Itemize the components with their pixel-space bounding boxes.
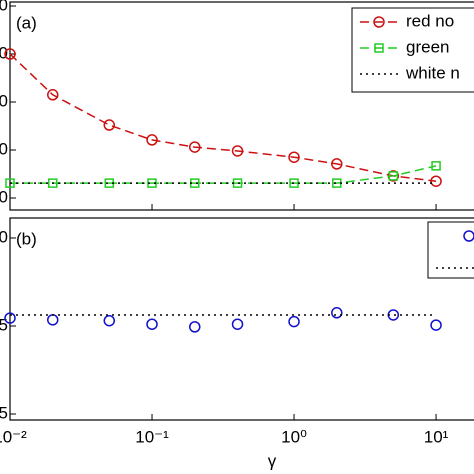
panel-label: (a) [16,13,37,32]
marker [430,175,442,187]
marker [231,318,244,330]
series-line [9,53,437,182]
marker [430,319,442,331]
x-axis-label: γ [268,451,277,470]
x-tick-label: 10¹ [424,427,449,446]
y-tick-label: 0 [0,0,8,14]
y-tick-label: 5 [0,315,8,334]
legend-marker [373,16,385,28]
y-tick-label: 0 [0,227,8,246]
marker [189,321,201,333]
plot-frame [9,1,474,211]
marker [48,178,58,188]
marker [231,145,244,157]
marker [431,161,441,171]
marker [189,141,201,153]
legend-box [351,7,474,93]
x-tick-label: 10⁰ [281,427,307,446]
legend-marker [463,230,474,242]
marker [47,89,59,101]
legend-label: red no [406,11,454,30]
legend-label: green [406,37,449,56]
marker [47,314,59,326]
series-line [10,165,437,184]
x-tick-label: 10⁻¹ [135,427,169,446]
legend-box [427,221,474,279]
legend-marker [374,43,384,53]
marker [103,314,116,327]
y-tick-label: 0 [0,91,8,110]
marker [4,48,16,60]
marker [288,151,300,163]
marker [388,171,399,181]
y-tick-label: 0 [0,43,8,62]
marker [103,119,116,131]
y-tick-label: 0 [0,187,8,206]
x-tick-label: 10⁻² [0,427,27,446]
marker [331,158,343,170]
marker [5,178,15,188]
marker [146,318,158,330]
marker [331,307,343,319]
plot-frame [9,217,474,421]
legend-label: white n [405,63,460,82]
marker [146,134,158,146]
y-tick-label: 5 [0,403,8,422]
marker [288,315,300,328]
y-tick-label: 0 [0,139,8,158]
panel-label: (b) [16,229,37,248]
marker [4,312,16,324]
